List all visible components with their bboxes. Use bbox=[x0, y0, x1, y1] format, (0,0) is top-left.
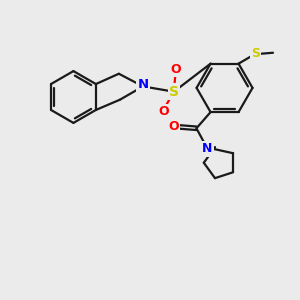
Text: O: O bbox=[170, 63, 181, 76]
Text: N: N bbox=[202, 142, 212, 155]
Text: S: S bbox=[251, 46, 260, 59]
Text: S: S bbox=[169, 85, 179, 99]
Text: N: N bbox=[137, 77, 148, 91]
Text: O: O bbox=[168, 120, 179, 133]
Text: O: O bbox=[158, 105, 169, 118]
